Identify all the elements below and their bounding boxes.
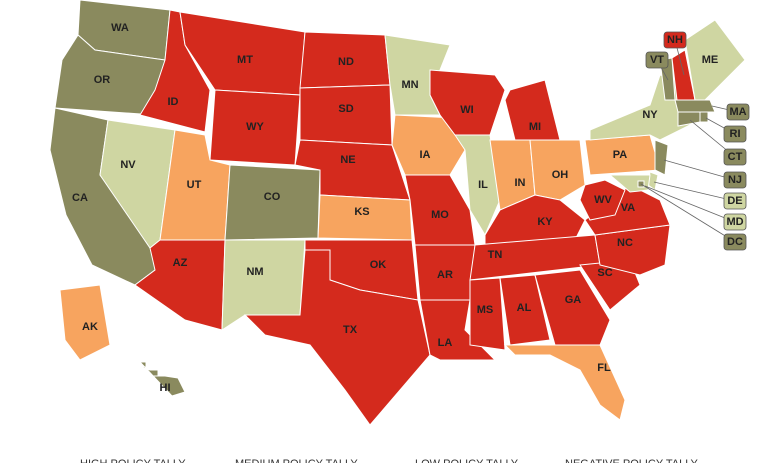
callout-line (644, 185, 736, 223)
state[interactable] (529, 139, 586, 201)
state-label: AR (437, 269, 453, 281)
state-label: KS (354, 206, 369, 218)
state[interactable] (243, 249, 431, 426)
state-label: NH (667, 34, 683, 46)
callout-box (663, 31, 687, 49)
state[interactable] (534, 269, 611, 346)
state-label: ID (168, 96, 179, 108)
callout-box (723, 171, 747, 189)
state-label: AL (517, 302, 532, 314)
state-label: ND (338, 56, 354, 68)
state-label: TN (488, 249, 503, 261)
state[interactable] (59, 284, 111, 361)
state-label: NE (340, 154, 355, 166)
state-label: TX (343, 324, 358, 336)
state-label: WY (246, 121, 264, 133)
state-label: MS (477, 304, 494, 316)
state-label: MO (431, 209, 449, 221)
state-label: MD (726, 216, 743, 228)
state[interactable] (674, 99, 716, 113)
state[interactable] (138, 361, 186, 397)
legend-label: NEGATIVE POLICY TALLY (565, 458, 699, 463)
state-label: NM (246, 266, 263, 278)
callout-box (723, 213, 747, 231)
states (49, 0, 746, 426)
state[interactable] (608, 174, 651, 193)
state[interactable] (579, 179, 626, 221)
state-label: GA (565, 294, 582, 306)
state[interactable] (699, 111, 709, 123)
state-label: SC (597, 267, 612, 279)
state[interactable] (299, 84, 393, 146)
state-label: VT (650, 54, 664, 66)
callout-box (645, 51, 669, 69)
state-label: AK (82, 321, 98, 333)
state[interactable] (677, 111, 701, 127)
state-label: WA (111, 22, 129, 34)
state-label: HI (160, 382, 171, 394)
state-label: MA (729, 106, 746, 118)
state-label: NY (642, 109, 658, 121)
state-label: PA (613, 149, 628, 161)
callout-box (723, 148, 747, 166)
state-label: CT (728, 151, 743, 163)
legend-label: MEDIUM POLICY TALLY (235, 458, 358, 463)
state-label: IL (478, 179, 488, 191)
state-label: CA (72, 192, 88, 204)
state-label: MN (401, 79, 418, 91)
state-label: WI (460, 104, 473, 116)
state-label: RI (730, 128, 741, 140)
callout-box (723, 125, 747, 143)
state-label: IA (420, 149, 431, 161)
state-label: LA (438, 337, 453, 349)
legend-label: HIGH POLICY TALLY (80, 458, 186, 463)
state[interactable] (499, 274, 551, 346)
state-labels: WA OR CA NV ID MT WY UT CO AZ NM ND SD NE KS OK TX MN IA MO… (72, 22, 750, 394)
legend-label: LOW POLICY TALLY (415, 458, 519, 463)
state[interactable] (684, 19, 746, 101)
callout-line (653, 181, 736, 202)
legend: HIGH POLICY TALLY MEDIUM POLICY TALLY LOW … (80, 458, 699, 463)
state-label: MT (237, 54, 253, 66)
state[interactable] (503, 344, 626, 421)
state-label: MI (529, 121, 541, 133)
state-label: ME (702, 54, 719, 66)
state[interactable] (654, 139, 669, 176)
state-label: SD (338, 103, 353, 115)
state-label: NJ (728, 174, 742, 186)
callout-box (726, 103, 750, 121)
state-label: KY (537, 216, 553, 228)
state-label: NC (617, 237, 633, 249)
state-label: UT (187, 179, 202, 191)
state-label: FL (597, 362, 611, 374)
state-label: DE (727, 195, 742, 207)
state-label: OR (94, 74, 111, 86)
callout-box (723, 192, 747, 210)
callout-box (723, 233, 747, 251)
state-label: OK (370, 259, 387, 271)
state-label: AZ (173, 257, 188, 269)
state-label: IN (515, 177, 526, 189)
state[interactable] (134, 239, 226, 331)
callout-line (640, 183, 736, 243)
state[interactable] (469, 277, 506, 351)
state-label: NV (120, 159, 136, 171)
state-label: VA (621, 202, 636, 214)
state-label: OH (552, 169, 569, 181)
state-label: DC (727, 236, 743, 248)
state-label: WV (594, 194, 612, 206)
callout-line (663, 159, 736, 181)
state-label: CO (264, 191, 281, 203)
